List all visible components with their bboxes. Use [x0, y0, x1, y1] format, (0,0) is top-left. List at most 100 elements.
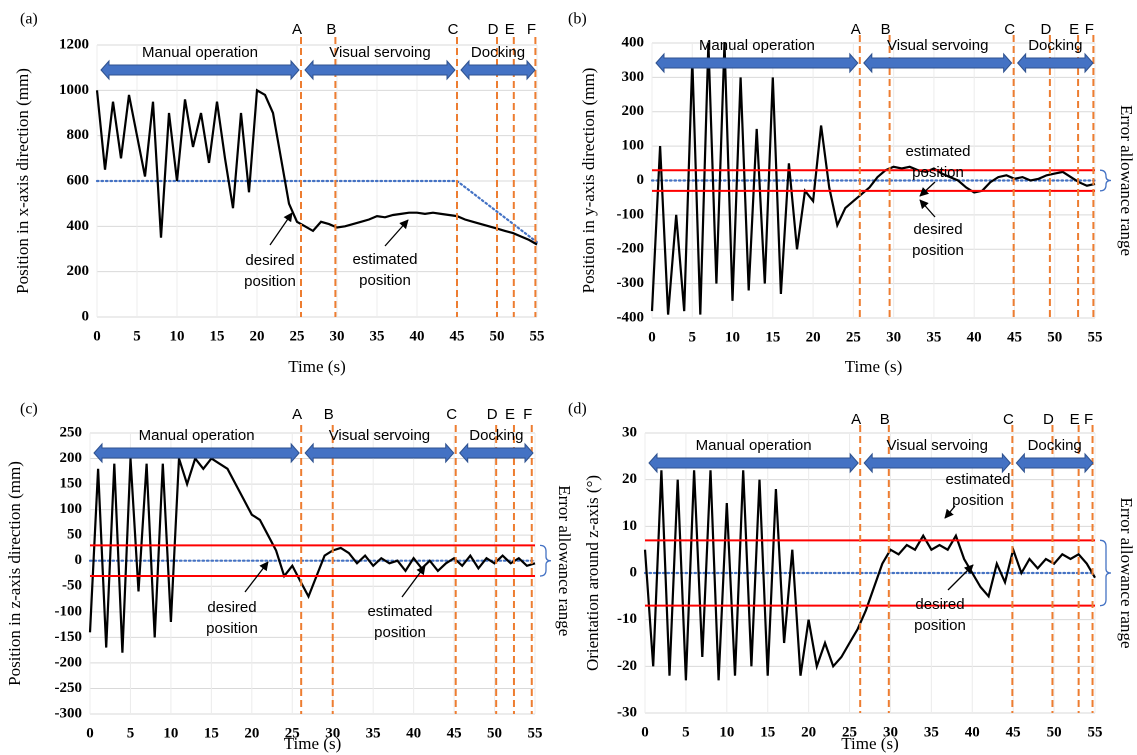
phase-label: A — [292, 406, 302, 423]
phase-label: D — [488, 21, 499, 38]
x-tick-label: 0 — [93, 328, 101, 344]
annotation-arrow — [919, 199, 936, 218]
y-tick-label: 200 — [622, 103, 645, 119]
phase-label: B — [326, 21, 336, 38]
phase-label: A — [292, 21, 302, 38]
x-tick-label: 40 — [967, 329, 982, 345]
phase-label: D — [1043, 411, 1054, 428]
y-tick-label: -200 — [55, 654, 83, 670]
phase-label: A — [851, 21, 861, 38]
panel-label: (c) — [20, 401, 38, 418]
y-tick-label: 250 — [60, 424, 83, 440]
estimated-line — [643, 470, 1096, 681]
stage-label: Manual operation — [699, 37, 815, 54]
x-axis-label: Time (s) — [845, 357, 902, 376]
error-allowance-label: Error allowance range — [1117, 497, 1136, 648]
x-tick-label: 40 — [410, 328, 425, 344]
y-tick-label: -50 — [62, 578, 82, 594]
phase-label: C — [1003, 411, 1014, 428]
x-tick-label: 5 — [133, 328, 141, 344]
x-tick-label: 0 — [648, 329, 656, 345]
y-axis-label: Orientation around z-axis (°) — [583, 475, 602, 671]
y-tick-label: -10 — [617, 611, 637, 627]
x-axis-label: Time (s) — [284, 734, 341, 753]
stage-label: Docking — [1028, 37, 1082, 54]
stage-label: Visual servoing — [887, 437, 988, 454]
annotation: position — [206, 620, 258, 637]
x-axis-label: Time (s) — [841, 734, 898, 753]
annotation-arrow — [919, 181, 936, 197]
annotation: estimated — [352, 251, 417, 268]
x-tick-label: 30 — [325, 725, 340, 741]
annotation: position — [374, 624, 426, 641]
x-tick-label: 20 — [806, 329, 821, 345]
y-tick-label: -400 — [617, 309, 645, 325]
stage-arrow — [863, 452, 1012, 474]
annotation-arrow — [384, 219, 409, 247]
chart-panel: (a) 0 200 400 600 800 1000 1200 0 5 10 15 20 25 30 35 40… — [13, 11, 545, 376]
x-tick-label: 5 — [682, 724, 690, 740]
x-tick-label: 5 — [127, 725, 135, 741]
x-axis-label: Time (s) — [288, 357, 345, 376]
y-tick-label: 400 — [67, 218, 90, 234]
stage-arrow — [1016, 52, 1094, 74]
stage-arrow — [100, 59, 300, 81]
phase-label: F — [1085, 21, 1094, 38]
y-tick-label: 100 — [60, 501, 83, 517]
x-tick-label: 10 — [170, 328, 185, 344]
x-tick-label: 10 — [719, 724, 734, 740]
stage-arrow — [304, 59, 456, 81]
phase-label: A — [851, 411, 861, 428]
y-tick-label: 200 — [67, 263, 90, 279]
y-tick-label: 1000 — [59, 82, 89, 98]
brace — [1099, 539, 1112, 607]
x-tick-label: 35 — [366, 725, 381, 741]
y-tick-label: -200 — [617, 241, 645, 257]
annotation: desired — [913, 221, 962, 238]
stage-label: Manual operation — [696, 437, 812, 454]
annotation: estimated — [945, 471, 1010, 488]
stage-arrow — [863, 52, 1013, 74]
y-tick-label: 0 — [82, 308, 90, 324]
annotation: desired — [245, 252, 294, 269]
annotation: position — [912, 164, 964, 181]
brace — [539, 544, 552, 577]
x-tick-label: 55 — [530, 328, 545, 344]
y-tick-label: -100 — [617, 206, 645, 222]
y-tick-label: 10 — [622, 518, 637, 534]
stage-label: Manual operation — [139, 427, 255, 444]
x-tick-label: 30 — [883, 724, 898, 740]
annotation-arrow — [401, 565, 426, 598]
stage-arrow — [93, 442, 300, 464]
x-tick-label: 50 — [1047, 724, 1062, 740]
chart-panel: (b) -400 -300 -200 -100 0 100 200 300 400 0 5 10 15 20… — [568, 11, 1136, 376]
y-tick-label: 600 — [67, 172, 90, 188]
x-tick-label: 15 — [204, 725, 219, 741]
x-tick-label: 10 — [163, 725, 178, 741]
stage-label: Manual operation — [142, 44, 258, 61]
stage-label: Docking — [469, 427, 523, 444]
x-tick-label: 40 — [965, 724, 980, 740]
y-tick-label: 0 — [75, 552, 83, 568]
y-tick-label: 1200 — [59, 36, 89, 52]
phase-label: E — [505, 406, 515, 423]
x-tick-label: 50 — [1047, 329, 1062, 345]
annotation: desired — [207, 599, 256, 616]
stage-arrow — [655, 52, 859, 74]
x-tick-label: 5 — [689, 329, 697, 345]
y-tick-label: 800 — [67, 127, 90, 143]
annotation: position — [914, 617, 966, 634]
stage-label: Visual servoing — [329, 44, 430, 61]
y-tick-label: 0 — [630, 564, 638, 580]
x-tick-label: 30 — [330, 328, 345, 344]
desired-line — [95, 179, 539, 244]
x-tick-label: 55 — [1088, 329, 1103, 345]
y-tick-label: 400 — [622, 34, 645, 50]
x-tick-label: 20 — [244, 725, 259, 741]
stage-label: Docking — [1028, 437, 1082, 454]
estimated-line — [88, 456, 536, 653]
stage-arrow — [460, 59, 536, 81]
x-tick-label: 25 — [842, 724, 857, 740]
stage-arrow — [648, 452, 859, 474]
brace — [1099, 169, 1112, 192]
